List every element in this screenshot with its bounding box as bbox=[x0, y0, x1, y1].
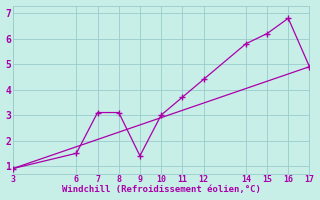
X-axis label: Windchill (Refroidissement éolien,°C): Windchill (Refroidissement éolien,°C) bbox=[62, 185, 260, 194]
